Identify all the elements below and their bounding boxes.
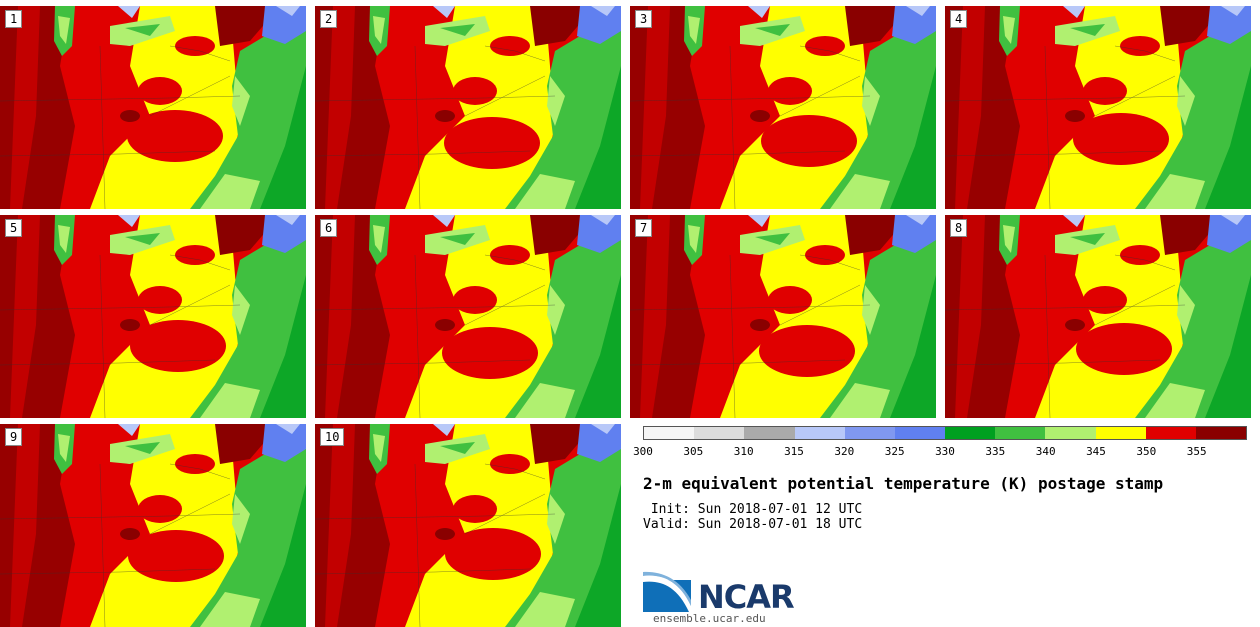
- colorbar-segment: [995, 427, 1046, 439]
- ncar-logo-text: NCAR: [698, 578, 795, 616]
- colorbar-tick-label: 320: [834, 445, 855, 458]
- ensemble-member-panel: 7: [630, 215, 936, 418]
- panel-number: 6: [320, 219, 338, 237]
- panel-number: 4: [950, 10, 968, 28]
- ensemble-member-panel: 9: [0, 424, 306, 627]
- figure-title: 2-m equivalent potential temperature (K)…: [643, 474, 1164, 493]
- colorbar-tick-label: 335: [985, 445, 1006, 458]
- ensemble-member-panel: 6: [315, 215, 621, 418]
- ensemble-member-panel: 5: [0, 215, 306, 418]
- colorbar-tick-label: 315: [784, 445, 804, 458]
- colorbar-tick-label: 300: [633, 445, 653, 458]
- panel-number: 7: [635, 219, 653, 237]
- panel-number: 5: [5, 219, 23, 237]
- colorbar-segment: [794, 427, 845, 439]
- panel-number: 2: [320, 10, 338, 28]
- colorbar-tick-labels: 300 305 310 315 320 325 330 335 340 345 350 355: [633, 445, 1247, 459]
- ncar-url: ensemble.ucar.edu: [653, 612, 766, 625]
- colorbar-segment: [744, 427, 795, 439]
- colorbar-segment: [844, 427, 895, 439]
- panel-number: 9: [5, 428, 23, 446]
- ensemble-member-panel: 3: [630, 6, 936, 209]
- colorbar-segment: [1145, 427, 1196, 439]
- colorbar-tick-label: 305: [683, 445, 704, 458]
- ensemble-member-panel: 8: [945, 215, 1251, 418]
- panel-number: 1: [5, 10, 23, 28]
- colorbar-tick-label: 350: [1136, 445, 1157, 458]
- colorbar-tick-label: 310: [733, 445, 754, 458]
- colorbar-tick-label: 355: [1186, 445, 1207, 458]
- colorbar-tick-label: 345: [1086, 445, 1106, 458]
- colorbar-segment: [894, 427, 946, 439]
- colorbar: [643, 426, 1247, 440]
- ensemble-member-panel: 2: [315, 6, 621, 209]
- colorbar-tick-label: 340: [1035, 445, 1056, 458]
- colorbar-segment: [1095, 427, 1146, 439]
- panel-number: 3: [635, 10, 653, 28]
- ensemble-member-panel: 4: [945, 6, 1251, 209]
- colorbar-segment: [1045, 427, 1096, 439]
- valid-time: Valid: Sun 2018-07-01 18 UTC: [643, 517, 863, 532]
- init-time: Init: Sun 2018-07-01 12 UTC: [643, 502, 863, 517]
- ensemble-member-panel: 1: [0, 6, 306, 209]
- colorbar-tick-label: 330: [935, 445, 955, 458]
- colorbar-segment: [945, 427, 996, 439]
- panel-number: 10: [320, 428, 345, 446]
- colorbar-segment: [644, 427, 695, 439]
- ncar-logo-icon: [643, 571, 691, 612]
- panel-number: 8: [950, 219, 968, 237]
- ensemble-member-panel: 10: [315, 424, 621, 627]
- colorbar-segment: [694, 427, 745, 439]
- colorbar-segment: [1195, 427, 1247, 439]
- colorbar-tick-label: 325: [884, 445, 905, 458]
